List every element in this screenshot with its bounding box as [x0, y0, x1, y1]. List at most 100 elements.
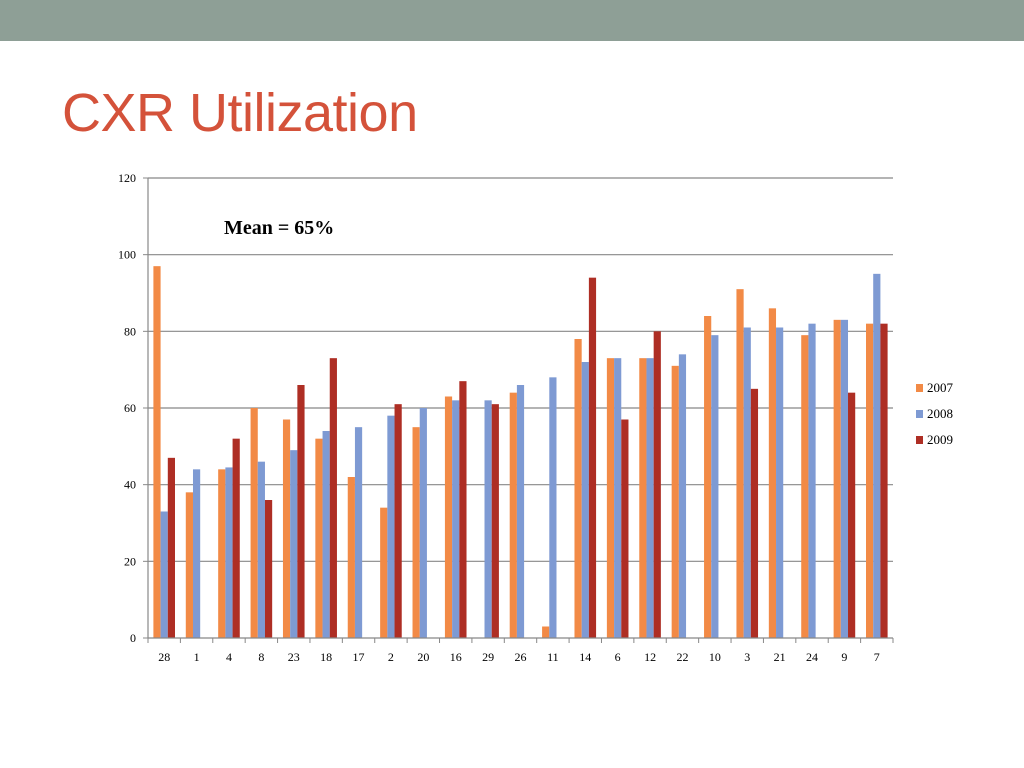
y-tick-label: 40 [124, 478, 136, 492]
bar-2008-11 [549, 377, 557, 638]
bar-2009-29 [491, 404, 499, 638]
y-tick-label: 100 [118, 248, 136, 262]
y-tick-label: 120 [118, 171, 136, 185]
legend-swatch-2009 [916, 436, 923, 444]
x-tick-label: 16 [450, 650, 462, 664]
bar-2008-1 [192, 469, 201, 638]
legend-label-2009: 2009 [927, 432, 953, 447]
bar-2009-7 [880, 323, 888, 638]
x-tick-label: 18 [320, 650, 332, 664]
bar-2008-7 [873, 273, 881, 638]
x-tick-label: 10 [709, 650, 721, 664]
bar-2008-12 [646, 358, 654, 638]
bar-2008-24 [808, 323, 816, 638]
x-tick-label: 4 [226, 650, 232, 664]
bar-2007-24 [801, 335, 809, 638]
x-tick-label: 2 [388, 650, 394, 664]
y-tick-labels: 0 20 40 60 80 100 120 [118, 171, 136, 645]
bar-2007-3 [736, 289, 744, 638]
bar-2008-18 [322, 431, 330, 638]
y-tick-label: 80 [124, 324, 136, 338]
bar-2008-28 [160, 511, 168, 638]
x-tick-label: 1 [194, 650, 200, 664]
x-tick-label: 17 [353, 650, 365, 664]
bar-2008-6 [614, 358, 622, 638]
bar-2007-26 [509, 392, 517, 638]
bar-2007-9 [833, 319, 841, 638]
x-tick-labels: 28 1 4 8 23 18 17 2 20 16 29 26 11 14 6 12 22 10 3 21 24 9 7 [158, 650, 880, 664]
bar-2007-8 [250, 408, 258, 638]
bar-2008-10 [711, 335, 719, 638]
bar-2009-8 [264, 500, 273, 638]
bar-2007-6 [606, 358, 615, 638]
bar-2008-23 [290, 450, 298, 638]
x-tick-label: 22 [676, 650, 688, 664]
x-tick-label: 21 [774, 650, 786, 664]
x-tick-label: 7 [874, 650, 880, 664]
x-tick-label: 11 [547, 650, 559, 664]
bar-2008-4 [225, 467, 233, 638]
legend-swatch-2007 [916, 384, 923, 392]
bar-2009-18 [329, 358, 337, 638]
bar-2009-12 [653, 331, 661, 638]
bar-2008-20 [419, 408, 427, 638]
slide-title: CXR Utilization [62, 83, 418, 143]
bar-2009-2 [394, 404, 402, 638]
axes [143, 177, 894, 643]
bar-2007-28 [153, 266, 161, 638]
x-tick-label: 14 [579, 650, 591, 664]
x-tick-label: 12 [644, 650, 656, 664]
y-tick-label: 60 [124, 401, 136, 415]
bar-2007-16 [444, 396, 453, 638]
bar-2009-23 [297, 385, 305, 638]
bar-2007-17 [347, 477, 355, 638]
header-band [0, 0, 1024, 41]
bar-2009-9 [848, 392, 856, 638]
bar-2008-2 [387, 415, 395, 638]
bar-2007-2 [380, 507, 388, 638]
mean-annotation: Mean = 65% [224, 217, 334, 239]
bar-2009-6 [621, 419, 629, 638]
bars [153, 266, 888, 638]
bar-2007-4 [218, 469, 226, 638]
x-tick-label: 20 [417, 650, 429, 664]
x-tick-label: 26 [515, 650, 527, 664]
legend: 2007 2008 2009 [916, 380, 954, 447]
bar-2007-10 [704, 316, 712, 638]
bar-2007-21 [768, 308, 777, 638]
bar-2007-1 [185, 492, 193, 638]
bar-2009-4 [232, 438, 240, 638]
bar-2008-21 [776, 327, 784, 638]
bar-2007-18 [315, 438, 323, 638]
x-tick-label: 23 [288, 650, 300, 664]
bar-2009-28 [167, 457, 175, 638]
x-tick-label: 24 [806, 650, 818, 664]
bar-2008-14 [581, 362, 589, 638]
bar-2008-17 [354, 427, 363, 638]
x-tick-label: 9 [841, 650, 847, 664]
bar-2008-29 [484, 400, 492, 638]
legend-swatch-2008 [916, 410, 923, 418]
bar-2008-26 [516, 385, 525, 638]
bar-2007-7 [866, 323, 874, 638]
bar-2008-9 [840, 319, 849, 638]
bar-2009-3 [750, 388, 759, 638]
bar-2007-11 [542, 626, 550, 638]
bar-2007-12 [639, 358, 647, 638]
bar-2007-20 [412, 427, 420, 638]
bar-2009-16 [459, 381, 467, 638]
bar-2007-14 [574, 339, 582, 638]
bar-2008-22 [678, 354, 687, 638]
bar-2008-8 [257, 461, 265, 638]
x-tick-label: 28 [158, 650, 170, 664]
x-tick-label: 8 [258, 650, 264, 664]
bar-2008-3 [743, 327, 751, 638]
bar-2007-23 [282, 419, 291, 638]
x-tick-label: 3 [744, 650, 750, 664]
x-tick-label: 29 [482, 650, 494, 664]
y-tick-label: 20 [124, 554, 136, 568]
legend-label-2007: 2007 [927, 380, 954, 395]
bar-2007-22 [671, 365, 679, 638]
y-tick-label: 0 [130, 631, 136, 645]
